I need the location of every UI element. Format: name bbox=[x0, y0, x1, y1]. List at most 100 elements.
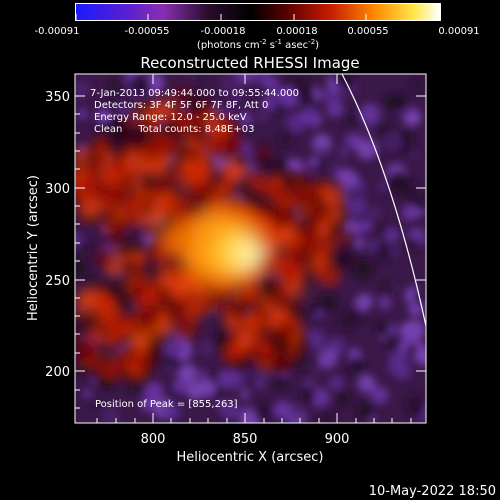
image-blob bbox=[303, 105, 315, 117]
image-blob bbox=[308, 259, 317, 268]
image-blob bbox=[180, 350, 191, 361]
image-blob bbox=[360, 233, 369, 242]
y-tick-label: 250 bbox=[45, 274, 70, 289]
image-blob bbox=[286, 158, 303, 175]
image-blob bbox=[214, 298, 227, 311]
image-blob bbox=[129, 74, 151, 96]
image-blob bbox=[338, 169, 358, 189]
image-blob bbox=[155, 269, 176, 290]
image-blob bbox=[335, 390, 351, 406]
image-blob bbox=[190, 159, 214, 183]
image-blob bbox=[110, 161, 129, 179]
image-blob bbox=[172, 378, 187, 394]
y-axis-label: Heliocentric Y (arcsec) bbox=[26, 175, 41, 321]
image-blob bbox=[317, 410, 337, 423]
colorbar-tick-label: -0.00091 bbox=[35, 26, 80, 37]
image-blob bbox=[239, 142, 254, 157]
image-blob bbox=[374, 242, 394, 262]
image-blob bbox=[381, 281, 393, 294]
x-tick-label: 900 bbox=[325, 432, 350, 447]
image-blob bbox=[114, 251, 127, 264]
image-blob bbox=[194, 99, 211, 117]
image-blob bbox=[142, 291, 157, 306]
colorbar-tick-label: -0.00018 bbox=[201, 26, 246, 37]
image-blob bbox=[317, 146, 330, 159]
image-blob bbox=[357, 374, 376, 393]
image-blob bbox=[295, 182, 319, 205]
image-blob bbox=[156, 184, 168, 196]
image-blob bbox=[135, 105, 146, 116]
info-clean-counts: Clean Total counts: 8.48E+03 bbox=[94, 124, 254, 135]
image-blob bbox=[293, 79, 314, 100]
image-blob bbox=[178, 172, 187, 182]
image-blob bbox=[318, 292, 338, 313]
image-blob bbox=[260, 347, 271, 358]
image-blob bbox=[313, 365, 323, 375]
image-blob bbox=[224, 345, 244, 365]
image-blob bbox=[228, 303, 242, 317]
image-blob bbox=[274, 254, 297, 277]
image-blob bbox=[168, 108, 188, 128]
image-blob bbox=[116, 104, 129, 116]
image-blob bbox=[127, 349, 140, 362]
image-blob bbox=[75, 177, 96, 201]
image-blob bbox=[241, 317, 252, 328]
image-blob bbox=[103, 181, 125, 203]
image-blob bbox=[353, 258, 374, 280]
colorbar-tick-label: 0.00018 bbox=[276, 26, 317, 37]
image-blob bbox=[265, 182, 286, 203]
image-blob bbox=[267, 287, 286, 306]
image-blob bbox=[408, 150, 419, 160]
image-blob bbox=[144, 381, 164, 401]
image-blob bbox=[82, 389, 92, 399]
image-blob bbox=[328, 375, 344, 391]
image-blob bbox=[271, 204, 294, 227]
image-blob bbox=[272, 353, 292, 372]
image-blob bbox=[140, 395, 157, 412]
colorbar-tick-label: 0.00091 bbox=[438, 26, 479, 37]
image-blob bbox=[314, 203, 332, 220]
image-blob bbox=[273, 400, 292, 419]
image-blob bbox=[186, 125, 201, 141]
image-blob bbox=[81, 341, 97, 357]
image-blob bbox=[321, 236, 337, 252]
image-blob bbox=[103, 334, 116, 347]
image-blob bbox=[400, 322, 414, 336]
image-blob bbox=[142, 117, 158, 133]
image-blob bbox=[100, 298, 121, 319]
rhessi-image bbox=[75, 74, 426, 423]
image-blob bbox=[334, 74, 354, 89]
image-blob bbox=[110, 233, 125, 248]
image-blob bbox=[252, 365, 261, 374]
image-blob bbox=[75, 149, 88, 165]
image-blob bbox=[187, 74, 198, 82]
colorbar bbox=[75, 3, 441, 21]
image-blob bbox=[361, 125, 373, 136]
image-blob bbox=[223, 314, 238, 329]
image-blob bbox=[406, 288, 416, 298]
image-blob bbox=[136, 358, 151, 373]
image-blob bbox=[123, 258, 139, 274]
image-blob bbox=[348, 356, 366, 374]
image-blob bbox=[127, 214, 145, 232]
image-blob bbox=[222, 107, 233, 118]
image-blob bbox=[179, 364, 198, 383]
image-blob bbox=[135, 325, 155, 345]
image-blob bbox=[86, 278, 97, 289]
image-blob bbox=[254, 401, 275, 422]
image-blob bbox=[237, 112, 253, 127]
image-blob bbox=[206, 370, 218, 382]
image-blob bbox=[383, 226, 400, 244]
image-blob bbox=[110, 317, 130, 337]
image-blob bbox=[392, 93, 408, 110]
image-blob bbox=[378, 182, 389, 192]
image-blob bbox=[226, 140, 242, 156]
plot-frame bbox=[74, 73, 427, 424]
image-blob bbox=[176, 157, 189, 170]
image-blob bbox=[415, 347, 426, 366]
image-blob bbox=[174, 85, 191, 102]
image-blob bbox=[129, 381, 142, 394]
image-blob bbox=[289, 404, 300, 415]
image-blob bbox=[121, 206, 132, 218]
